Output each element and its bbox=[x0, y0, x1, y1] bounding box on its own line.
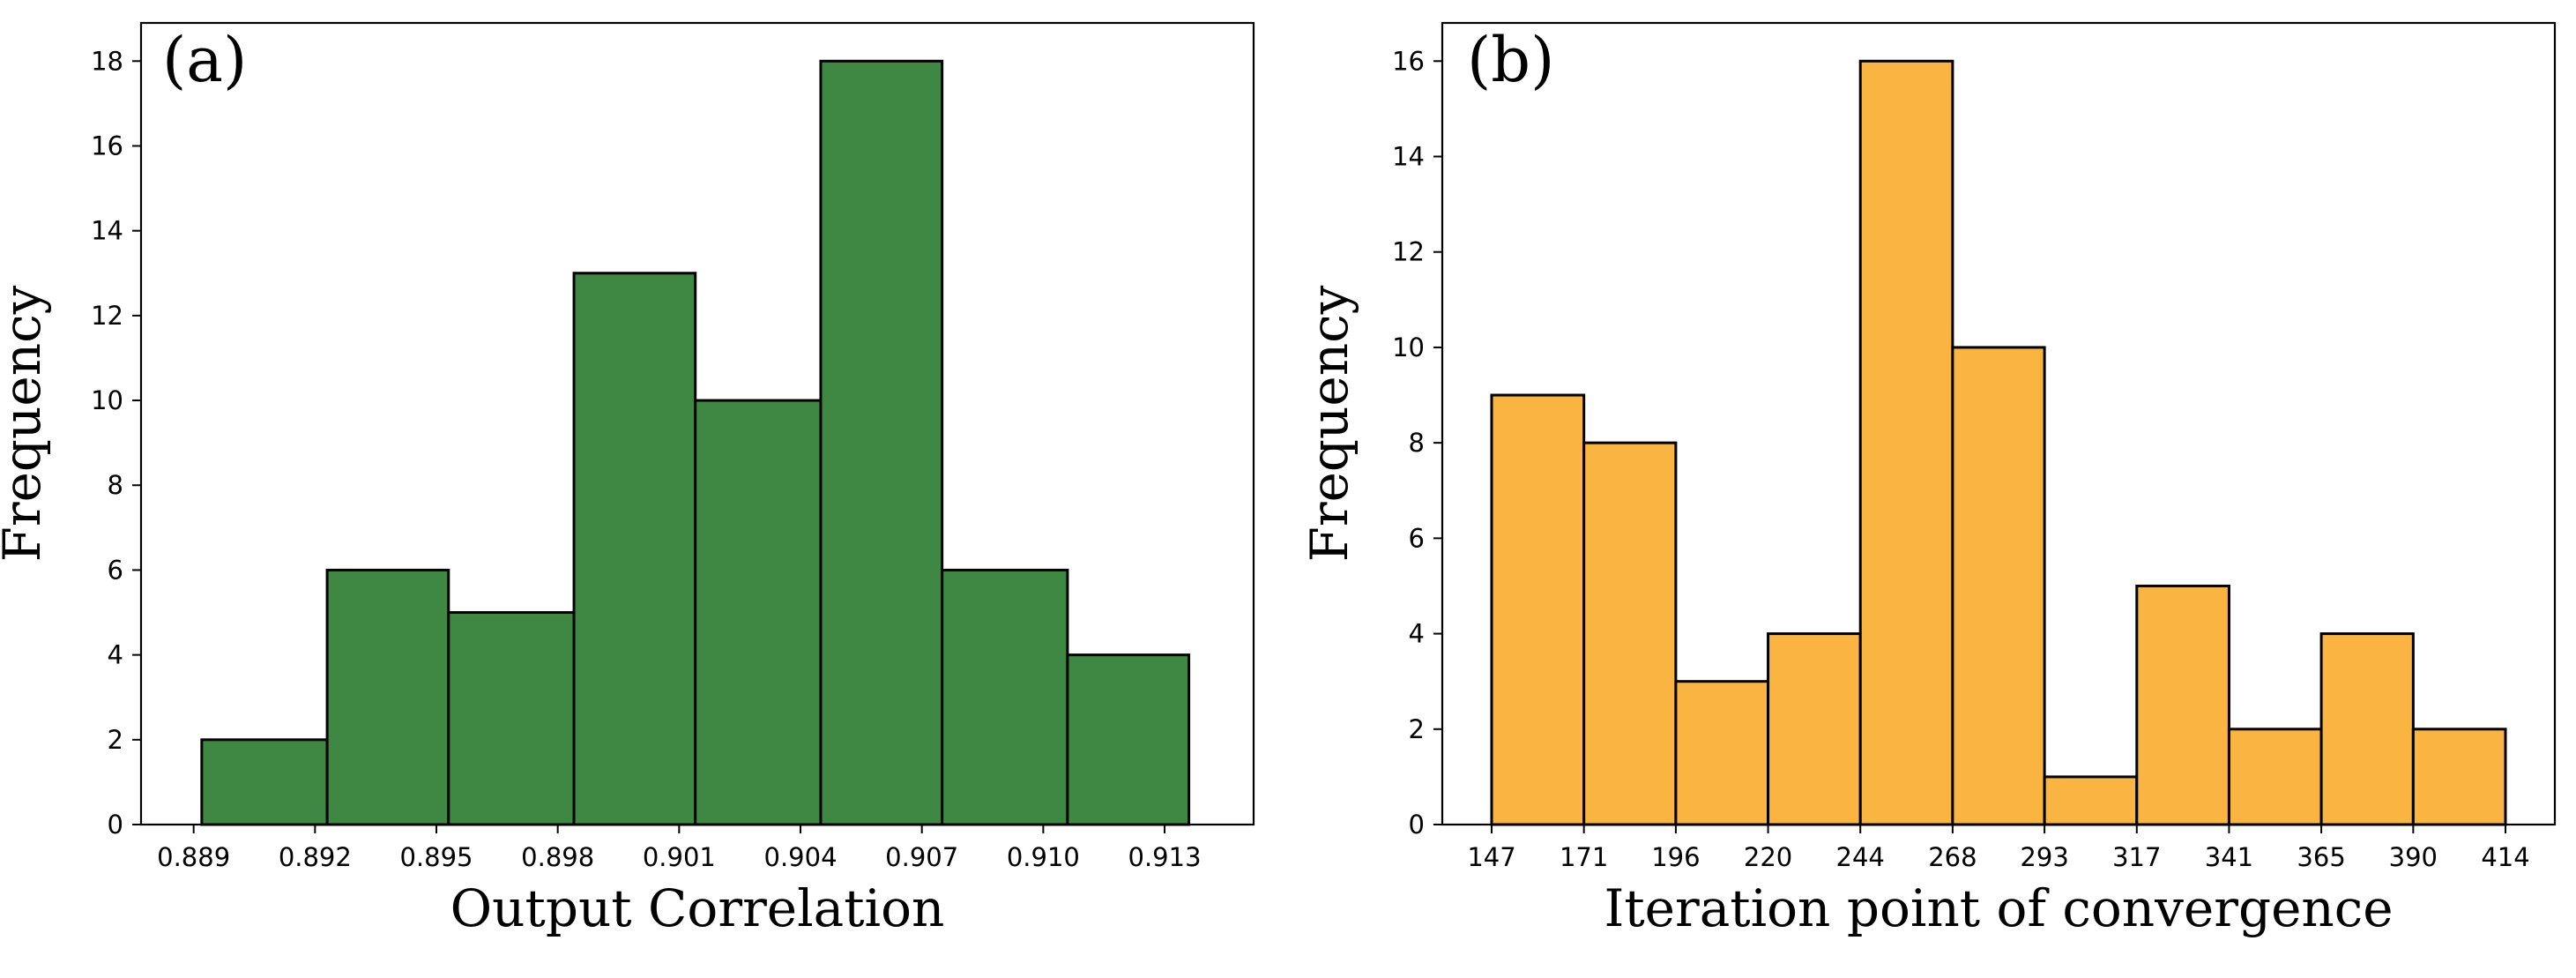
y-tick-label: 6 bbox=[1409, 523, 1425, 553]
x-tick-label: 341 bbox=[2205, 842, 2253, 872]
y-tick-label: 12 bbox=[1392, 237, 1425, 267]
x-tick-label: 0.907 bbox=[885, 842, 958, 872]
histogram-bar bbox=[572, 272, 697, 826]
panel-b: 147 171 196 220 244 268 293 317 341 365 390 414 0 2 4 6… bbox=[1299, 21, 2557, 938]
histogram-bar bbox=[2319, 632, 2415, 826]
y-tick-label: 10 bbox=[1392, 332, 1425, 362]
y-tick-label: 18 bbox=[91, 46, 123, 76]
histogram-bar bbox=[2043, 775, 2139, 826]
histogram-bar bbox=[200, 738, 329, 826]
x-tick-label: 196 bbox=[1651, 842, 1700, 872]
x-tick-label: 171 bbox=[1560, 842, 1608, 872]
x-tick-label: 0.889 bbox=[157, 842, 230, 872]
panel-a: 0.889 0.892 0.895 0.898 0.901 0.904 0.907 0.910… bbox=[0, 21, 1255, 938]
histogram-bar bbox=[1490, 393, 1586, 826]
x-tick-label: 414 bbox=[2481, 842, 2529, 872]
y-axis-label: Frequency bbox=[0, 285, 52, 562]
histogram-bar bbox=[447, 611, 576, 826]
panel-label: (a) bbox=[162, 24, 247, 96]
y-tick-label: 14 bbox=[1392, 142, 1425, 172]
y-tick-label: 4 bbox=[108, 640, 123, 670]
y-tick-label: 2 bbox=[108, 725, 123, 755]
histogram-bar bbox=[694, 399, 823, 826]
axes-frame bbox=[139, 21, 1255, 826]
y-tick-label: 4 bbox=[1409, 619, 1425, 649]
y-tick-label: 16 bbox=[1392, 46, 1425, 76]
y-tick-label: 8 bbox=[108, 470, 123, 500]
histogram-bar bbox=[819, 59, 944, 826]
histogram-bar bbox=[1066, 653, 1191, 826]
y-axis-label: Frequency bbox=[1299, 285, 1359, 562]
x-tick-label: 0.895 bbox=[399, 842, 473, 872]
y-tick-label: 16 bbox=[91, 131, 123, 161]
y-tick-label: 0 bbox=[108, 810, 123, 840]
y-tick-label: 10 bbox=[91, 385, 123, 415]
axes-frame bbox=[1441, 21, 2557, 826]
y-tick-label: 0 bbox=[1409, 810, 1425, 840]
x-tick-label: 244 bbox=[1836, 842, 1885, 872]
y-tick-label: 2 bbox=[1409, 714, 1425, 744]
histogram-bar bbox=[2411, 728, 2507, 826]
histogram-bar bbox=[941, 568, 1069, 826]
histogram-bar bbox=[1767, 632, 1862, 826]
x-tick-label: 147 bbox=[1467, 842, 1515, 872]
y-tick-label: 8 bbox=[1409, 428, 1425, 458]
x-tick-label: 317 bbox=[2112, 842, 2161, 872]
x-tick-label: 0.892 bbox=[279, 842, 352, 872]
x-tick-label: 0.904 bbox=[764, 842, 838, 872]
x-tick-label: 268 bbox=[1928, 842, 1977, 872]
x-axis-label: Iteration point of convergence bbox=[1604, 878, 2393, 938]
x-tick-label: 0.913 bbox=[1128, 842, 1202, 872]
y-tick-label: 12 bbox=[91, 301, 123, 331]
histogram-bar bbox=[1858, 59, 1954, 826]
x-axis-label: Output Correlation bbox=[450, 878, 945, 938]
x-tick-label: 0.910 bbox=[1007, 842, 1080, 872]
x-tick-label: 0.901 bbox=[643, 842, 716, 872]
x-tick-label: 220 bbox=[1744, 842, 1792, 872]
x-tick-label: 0.898 bbox=[521, 842, 594, 872]
histogram-bar bbox=[1582, 441, 1678, 826]
y-tick-label: 14 bbox=[91, 216, 123, 246]
histogram-bar bbox=[325, 568, 450, 826]
histogram-bar bbox=[2135, 584, 2230, 826]
x-tick-label: 365 bbox=[2297, 842, 2345, 872]
x-tick-label: 293 bbox=[2020, 842, 2068, 872]
histogram-bar bbox=[1674, 680, 1770, 826]
panel-label: (b) bbox=[1467, 24, 1554, 96]
x-tick-label: 390 bbox=[2389, 842, 2438, 872]
y-tick-label: 6 bbox=[108, 555, 123, 585]
histogram-bar bbox=[2227, 728, 2323, 826]
histogram-bar bbox=[1951, 346, 2046, 826]
